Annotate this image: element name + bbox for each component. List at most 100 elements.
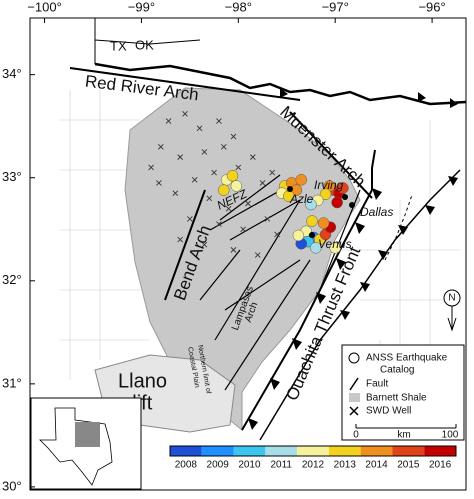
colorbar-outline [169, 445, 457, 457]
compass-arrow [447, 306, 457, 332]
dallas-label: Dallas [360, 205, 393, 219]
city-dots [287, 186, 355, 238]
colorbar-label: 2009 [207, 460, 230, 471]
colorbar-swatch [201, 446, 234, 456]
y-tick-label: 34° [2, 66, 22, 81]
x-tick-label: −98° [225, 0, 252, 14]
tx-label: TX [110, 38, 127, 53]
compass-label: N [448, 293, 455, 304]
swd-well [216, 118, 222, 124]
swd-well [201, 149, 208, 155]
legend-well-symbol [349, 406, 359, 416]
earthquake [319, 188, 332, 200]
earthquake [317, 217, 330, 229]
y-tick-label: 31° [2, 375, 22, 390]
muenster-arch [289, 111, 373, 199]
colorbar-label: 2013 [334, 460, 357, 471]
y-tick-label: 30° [2, 478, 22, 493]
x-tick-label: −97° [322, 0, 349, 14]
swd-well [157, 144, 164, 150]
swd-well [206, 195, 213, 202]
legend-label: Barnett Shale [366, 393, 427, 404]
legend-fault-symbol [349, 377, 359, 391]
earthquake [331, 196, 343, 209]
earthquake [230, 180, 243, 192]
swd-well [156, 180, 162, 186]
county-lines [60, 90, 460, 400]
earthquake [226, 169, 239, 182]
earthquake [218, 184, 230, 196]
legend-earthquake-symbol [348, 352, 360, 364]
swd-well [259, 180, 266, 186]
earthquake [337, 182, 349, 194]
swd-well [187, 216, 193, 222]
legend-shale-symbol [349, 393, 360, 402]
colorbar-swatch [170, 446, 202, 456]
colorbar-swatch [297, 446, 329, 456]
swd-well [196, 125, 203, 132]
x-tick-label: −96° [418, 0, 445, 14]
swd-well [177, 236, 183, 243]
swd-well [165, 118, 172, 124]
colorbar-label: 2014 [365, 460, 388, 471]
swd-well [177, 154, 183, 160]
inset-texas [39, 407, 113, 486]
swd-well [148, 164, 154, 171]
swd-well [216, 221, 222, 227]
swd-well [211, 169, 217, 176]
thrust-fault [259, 169, 461, 441]
colorbar-label: 2016 [429, 460, 452, 471]
swd-well [240, 226, 246, 233]
swd-well [220, 144, 227, 150]
colorbar-label: 2015 [397, 460, 420, 471]
scale-label: 100 [442, 430, 459, 441]
earthquake [305, 198, 317, 211]
legend-label: Fault [366, 379, 388, 390]
colorbar-swatch [392, 446, 425, 456]
swd-well [172, 190, 179, 197]
colorbar-label: 2008 [175, 460, 198, 471]
swd-well [250, 154, 256, 160]
state-boundary [94, 62, 467, 106]
colorbar-swatch [424, 446, 456, 456]
colorbar-label: 2010 [238, 460, 261, 471]
panhandle-boundary [94, 18, 201, 64]
red-river-arch [69, 67, 301, 101]
legend-label: Catalog [380, 365, 414, 376]
swd-well [230, 247, 237, 253]
llano-label: Llano [118, 370, 167, 392]
ok-label: OK [135, 37, 154, 52]
ouachita-front [241, 149, 376, 431]
irving-label: Irving [314, 178, 344, 192]
swd-well [230, 133, 237, 140]
y-tick-label: 33° [2, 169, 22, 184]
venus-label: Venus [318, 237, 352, 251]
bend-arch [164, 189, 206, 301]
y-tick-label: 32° [2, 272, 22, 287]
scale-label: 0 [353, 430, 359, 441]
colorbar-label: 2012 [302, 460, 325, 471]
swd-well [182, 111, 188, 117]
swd-well [201, 241, 208, 248]
swd-well [269, 169, 276, 176]
earthquake [310, 242, 322, 254]
colorbar-swatch [233, 446, 266, 456]
faults [199, 174, 361, 391]
swd-well [254, 252, 261, 258]
legend-box [341, 344, 465, 441]
swd-well [235, 164, 242, 171]
swd-well [191, 176, 198, 183]
azle-label: Azle [289, 192, 314, 206]
scale-bar [355, 424, 457, 429]
inset-study-area [75, 422, 100, 447]
x-tick-label: −100° [27, 0, 61, 14]
scale-label: km [397, 430, 410, 441]
x-tick-label: −99° [128, 0, 155, 14]
legend-label: ANSS Earthquake [366, 353, 448, 364]
swd-well [274, 231, 280, 238]
earthquake [292, 229, 305, 242]
legend-label: SWD Well [366, 406, 411, 417]
swd-well [245, 200, 251, 207]
colorbar-swatch [360, 446, 393, 456]
